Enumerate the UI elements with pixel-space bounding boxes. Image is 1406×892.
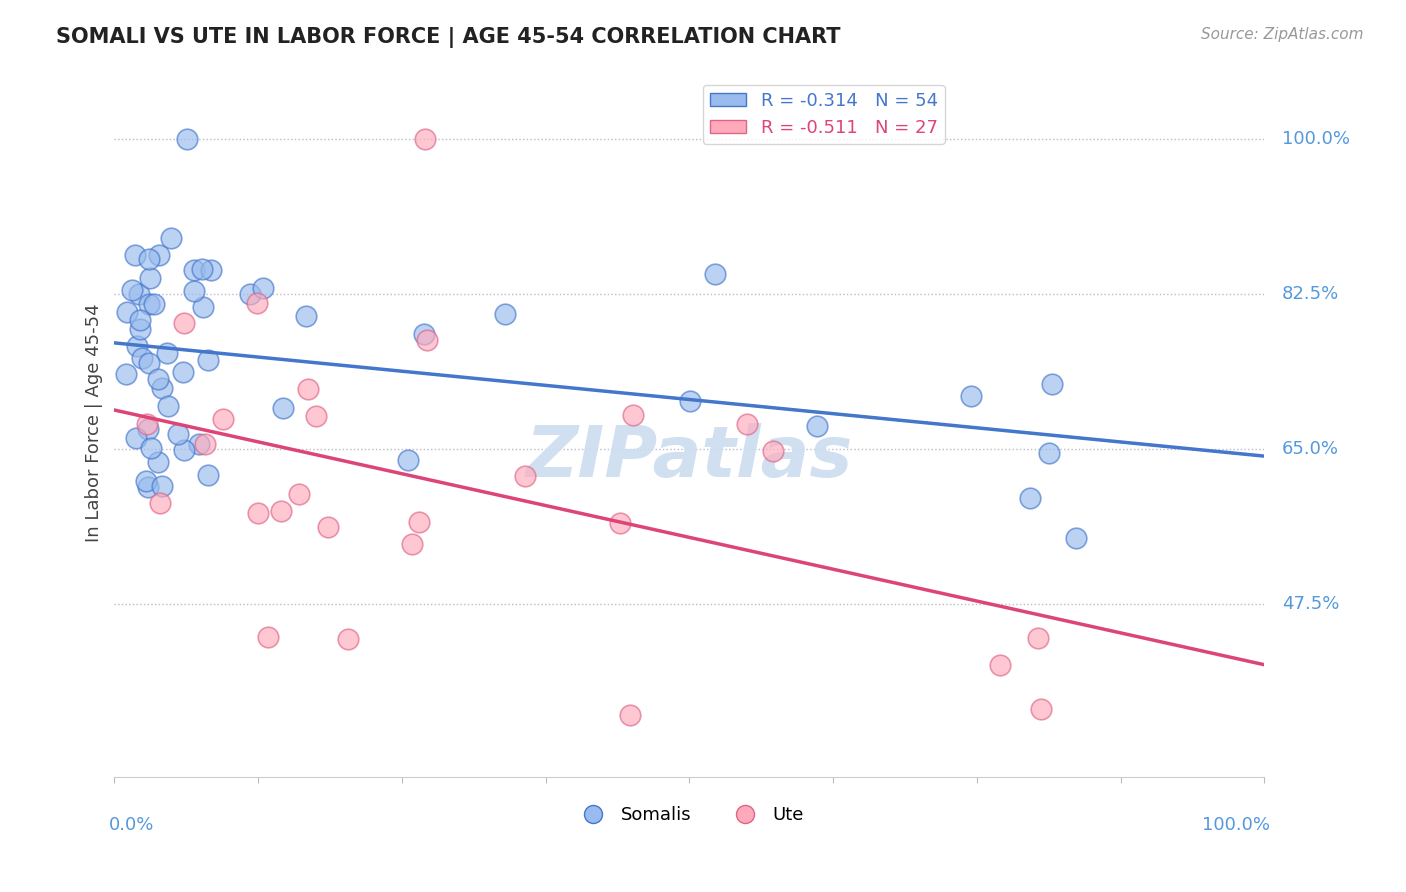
Point: [959, 389, 981, 403]
Point: [183, 263, 205, 277]
Text: 100.0%: 100.0%: [1282, 130, 1350, 148]
Legend: Somalis, Ute: Somalis, Ute: [568, 799, 811, 831]
Point: [139, 270, 162, 285]
Point: [619, 707, 641, 722]
Point: [316, 519, 339, 533]
Point: [1031, 702, 1053, 716]
Point: [172, 366, 194, 380]
Point: [148, 248, 170, 262]
Point: [136, 480, 159, 494]
Point: [305, 409, 328, 424]
Text: 82.5%: 82.5%: [1282, 285, 1339, 303]
Point: [138, 422, 160, 436]
Point: [270, 504, 292, 518]
Text: 100.0%: 100.0%: [1202, 815, 1270, 833]
Point: [121, 284, 143, 298]
Point: [128, 322, 150, 336]
Point: [156, 346, 179, 360]
Point: [252, 281, 274, 295]
Point: [679, 394, 702, 409]
Point: [211, 411, 233, 425]
Point: [129, 313, 152, 327]
Point: [115, 305, 138, 319]
Point: [138, 297, 160, 311]
Point: [190, 262, 212, 277]
Point: [193, 300, 215, 314]
Point: [239, 286, 262, 301]
Point: [609, 516, 631, 530]
Point: [336, 632, 359, 646]
Point: [194, 437, 217, 451]
Point: [494, 307, 516, 321]
Point: [166, 427, 188, 442]
Text: SOMALI VS UTE IN LABOR FORCE | AGE 45-54 CORRELATION CHART: SOMALI VS UTE IN LABOR FORCE | AGE 45-54…: [56, 27, 841, 48]
Point: [124, 248, 146, 262]
Point: [806, 418, 828, 433]
Point: [125, 339, 148, 353]
Point: [136, 417, 159, 432]
Point: [157, 399, 180, 413]
Point: [990, 657, 1012, 672]
Point: [160, 230, 183, 244]
Point: [197, 352, 219, 367]
Point: [621, 408, 644, 422]
Text: 0.0%: 0.0%: [108, 815, 155, 833]
Text: Source: ZipAtlas.com: Source: ZipAtlas.com: [1201, 27, 1364, 42]
Text: ZIPatlas: ZIPatlas: [526, 424, 853, 492]
Point: [128, 286, 150, 301]
Point: [295, 310, 318, 324]
Point: [513, 469, 536, 483]
Point: [131, 351, 153, 365]
Point: [148, 455, 170, 469]
Point: [413, 326, 436, 341]
Point: [200, 262, 222, 277]
Point: [703, 268, 725, 282]
Point: [187, 437, 209, 451]
Point: [413, 132, 436, 146]
Point: [146, 371, 169, 385]
Point: [150, 479, 173, 493]
Point: [416, 333, 439, 347]
Point: [1026, 632, 1049, 646]
Point: [135, 475, 157, 489]
Point: [396, 453, 419, 467]
Point: [173, 316, 195, 330]
Y-axis label: In Labor Force | Age 45-54: In Labor Force | Age 45-54: [86, 303, 103, 541]
Point: [173, 443, 195, 458]
Point: [271, 401, 294, 416]
Point: [139, 441, 162, 455]
Point: [297, 382, 319, 396]
Point: [245, 296, 267, 310]
Point: [1018, 491, 1040, 505]
Point: [138, 252, 160, 266]
Point: [257, 630, 280, 644]
Point: [138, 355, 160, 369]
Point: [142, 297, 165, 311]
Point: [197, 467, 219, 482]
Point: [762, 444, 785, 458]
Point: [176, 132, 198, 146]
Text: 47.5%: 47.5%: [1282, 595, 1339, 613]
Point: [1040, 376, 1063, 391]
Point: [183, 285, 205, 299]
Point: [735, 417, 758, 431]
Point: [114, 368, 136, 382]
Point: [1038, 445, 1060, 459]
Point: [401, 537, 423, 551]
Point: [246, 506, 269, 520]
Point: [124, 431, 146, 445]
Point: [287, 487, 309, 501]
Point: [408, 515, 430, 529]
Text: 65.0%: 65.0%: [1282, 440, 1339, 458]
Point: [148, 496, 170, 510]
Point: [150, 381, 173, 395]
Point: [1064, 531, 1087, 545]
